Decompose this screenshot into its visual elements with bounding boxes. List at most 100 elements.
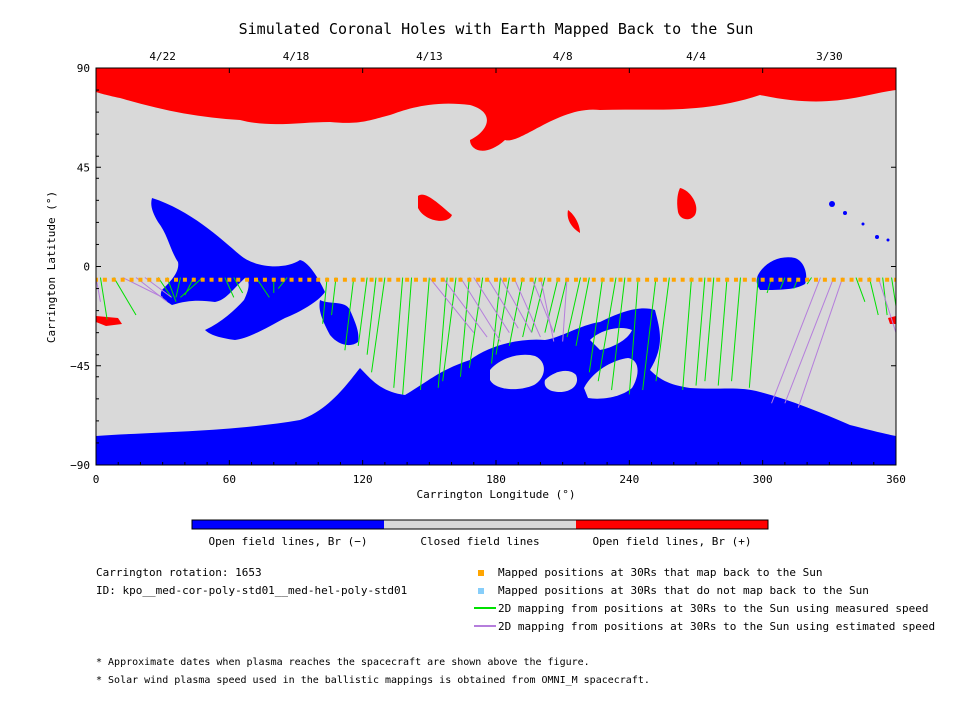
estimated-mapping-line [473,277,510,333]
map-area [96,68,896,465]
mapped-position-point [618,277,623,282]
measured-mapping-line [113,277,137,316]
colorbar-closed [384,520,576,529]
mapped-position-point [591,277,596,282]
mapped-position-point [396,277,401,282]
measured-mapping-line [99,277,108,320]
mapped-points [96,277,896,282]
mapped-position-point [467,277,472,282]
mapped-position-point [200,277,205,282]
mapped-position-point [360,277,365,282]
legend-estimated: 2D mapping from positions at 30Rs to the… [498,620,936,633]
estimated-mapping-line [539,277,555,342]
mapped-position-point [760,277,765,282]
date-label: 4/8 [553,50,573,63]
mapped-position-point [422,277,427,282]
mapped-position-point [894,277,896,282]
mapped-position-point [289,277,294,282]
y-tick-label: −90 [70,459,90,472]
legend-measured-swatch [474,607,496,609]
estimated-mapping-line [428,277,475,333]
mapped-position-point [600,277,605,282]
mapped-position-point [520,277,525,282]
carrington-rotation: Carrington rotation: 1653 [96,566,262,579]
mapped-position-point [742,277,747,282]
mapped-position-point [485,277,490,282]
legend-measured: 2D mapping from positions at 30Rs to the… [498,602,929,615]
measured-mapping-line [508,277,524,346]
colorbar-frame [191,519,769,530]
mapped-position-point [476,277,481,282]
mapped-position-point [680,277,685,282]
date-label: 3/30 [816,50,843,63]
mapped-position-point [734,277,738,282]
mapped-position-point [858,277,863,282]
measured-mapping-line [459,277,470,377]
colorbar-label-closed: Closed field lines [420,535,539,548]
mapped-position-point [574,277,578,282]
x-axis-label: Carrington Longitude (°) [417,488,576,501]
red-blob-2 [567,210,580,233]
mapped-position-point [182,277,187,282]
mapped-position-point [449,277,454,282]
measured-mapping-line [522,277,537,338]
legend-unmapped: Mapped positions at 30Rs that do not map… [498,584,869,597]
date-label: 4/4 [686,50,706,63]
mapped-position-point [547,277,552,282]
mapped-position-point [387,277,392,282]
measured-mapping-line [566,277,581,338]
mapped-position-point [867,277,872,282]
legend-mapped-swatch [478,570,484,576]
measured-mapping-line [224,277,235,298]
measured-mapping-line [682,277,693,391]
estimated-mapping-line [784,277,835,404]
measured-mapping-line [704,277,715,382]
mapped-position-point [254,277,258,282]
mapped-position-point [316,277,321,282]
measured-mapping-line [357,277,368,346]
date-label: 4/18 [283,50,310,63]
mapped-position-point [654,277,658,282]
mapped-position-point [707,277,712,282]
blue-hole-mid [319,300,359,346]
mapped-position-point [769,277,774,282]
measured-mapping-line [419,277,430,391]
blue-dot [843,211,847,215]
measured-mapping-line [371,277,386,373]
mapped-position-point [840,277,845,282]
legend-mapped: Mapped positions at 30Rs that map back t… [498,566,823,579]
colorbar-label-positive: Open field lines, Br (+) [593,535,752,548]
estimated-mapping-line [513,277,541,338]
mapped-position-point [138,277,143,282]
mapped-position-point [627,277,632,282]
mapped-position-point [218,277,223,282]
mapped-position-point [662,277,667,282]
mapped-position-point [849,277,854,282]
mapped-position-point [876,277,881,282]
mapped-position-point [334,277,338,282]
measured-mapping-line [575,277,590,346]
mapped-position-point [458,277,463,282]
mapped-position-point [236,277,241,282]
legend-estimated-swatch [474,625,496,627]
mapped-position-point [778,277,783,282]
mapped-position-point [636,277,641,282]
measured-mapping-line [233,277,244,294]
mapped-position-point [147,277,152,282]
footnote-dates: * Approximate dates when plasma reaches … [96,657,590,668]
blue-hole-sw [151,198,325,340]
mapped-position-point [494,277,498,282]
estimated-mapping-line [122,277,163,298]
blue-dot [886,238,890,242]
measured-mapping-line [255,277,270,298]
mapped-position-point [405,277,410,282]
mapped-position-point [96,277,98,282]
mapped-position-point [369,277,374,282]
mapped-position-point [698,277,703,282]
measured-mapping-line [366,277,377,355]
mapped-position-point [529,277,534,282]
measured-mapping-line [175,277,181,298]
measured-mapping-line [597,277,617,382]
measured-mapping-line [717,277,728,386]
blue-dot [861,222,865,226]
